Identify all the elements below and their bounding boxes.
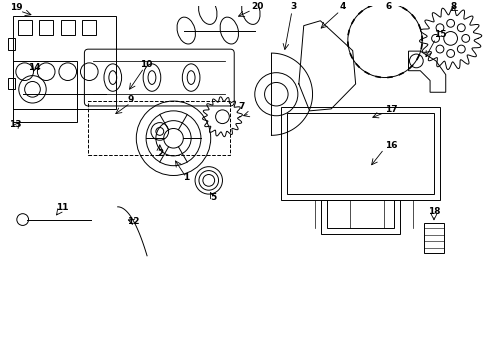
Text: 8: 8 (449, 2, 456, 11)
Text: 11: 11 (56, 203, 68, 212)
Text: 20: 20 (251, 2, 264, 11)
Text: 5: 5 (210, 193, 217, 202)
Text: 12: 12 (127, 217, 140, 226)
Bar (281, 107, 439, 200)
Bar (39, 20, 53, 35)
Text: 6: 6 (385, 2, 391, 11)
Text: 1: 1 (183, 174, 189, 183)
Text: 19: 19 (10, 3, 23, 12)
Text: 3: 3 (290, 2, 297, 11)
Text: 7: 7 (238, 102, 244, 111)
Bar (8, 77, 15, 89)
Text: 4: 4 (339, 2, 346, 11)
Text: 18: 18 (427, 207, 439, 216)
Text: 10: 10 (140, 60, 152, 69)
Bar (82, 20, 96, 35)
Bar (61, 20, 75, 35)
Bar (286, 113, 433, 194)
Text: 14: 14 (28, 63, 41, 72)
Bar (13, 61, 77, 122)
Bar (326, 200, 393, 228)
Bar (423, 224, 443, 253)
Text: 17: 17 (384, 105, 397, 114)
Text: 13: 13 (9, 120, 21, 129)
Text: 2: 2 (157, 149, 163, 158)
Text: 9: 9 (127, 95, 134, 104)
Bar (18, 20, 31, 35)
Text: 15: 15 (433, 30, 446, 39)
Bar (320, 200, 399, 234)
Text: 16: 16 (384, 141, 397, 150)
Bar (13, 16, 116, 109)
Bar (8, 39, 15, 50)
